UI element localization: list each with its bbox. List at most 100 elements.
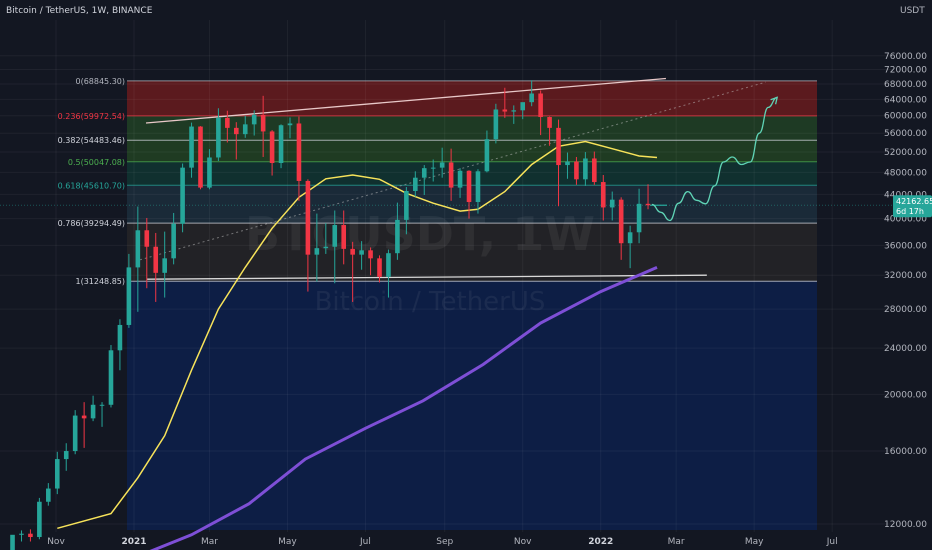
candle-body <box>28 533 33 538</box>
candle-body <box>466 170 472 203</box>
candle-body <box>350 248 355 255</box>
candle-45 <box>413 171 418 197</box>
candle-25 <box>233 122 239 160</box>
candle-body <box>583 158 588 180</box>
time-tick-label-1: 2021 <box>121 537 146 547</box>
fib-label-0.236: 0.236(59972.54) <box>58 112 125 121</box>
candle-body <box>609 199 615 208</box>
candle-21 <box>198 126 203 190</box>
candle-9 <box>90 395 96 422</box>
candle-46 <box>421 165 427 196</box>
candle-body <box>90 404 96 419</box>
candle-19 <box>180 163 185 233</box>
candle-53 <box>484 130 490 173</box>
candle-56 <box>511 105 517 124</box>
candle-11 <box>108 345 114 408</box>
candle-65 <box>592 151 597 185</box>
candle-body <box>278 125 284 164</box>
price-tick-label-7: 48000.00 <box>884 168 927 178</box>
price-tick-label-13: 24000.00 <box>884 344 927 354</box>
candle-23 <box>216 108 221 161</box>
candle-body <box>305 180 311 255</box>
candle-7 <box>72 410 78 455</box>
candle-body <box>108 350 114 405</box>
candle-15 <box>144 217 150 289</box>
candle-body <box>99 404 105 406</box>
price-tag-countdown: 6d 17h <box>896 207 924 216</box>
projection-path <box>651 96 779 222</box>
candle-18 <box>171 212 176 265</box>
candle-54 <box>493 103 499 144</box>
time-tick-label-3: May <box>278 537 297 547</box>
support-trendline <box>146 274 707 280</box>
candle-body <box>475 171 481 203</box>
candle-body <box>198 126 203 188</box>
price-tick-label-4: 60000.00 <box>884 112 927 122</box>
candle-body <box>269 131 275 164</box>
candle-body <box>323 246 329 249</box>
candle-body <box>600 182 606 208</box>
time-axis[interactable]: Nov 2021 Mar May Jul Sep Nov 2022 Mar May Jul <box>47 537 837 547</box>
candles <box>10 80 651 550</box>
candle-58 <box>529 80 534 107</box>
candle-body <box>368 250 373 259</box>
candle-body <box>251 114 257 125</box>
price-tick-label-1: 72000.00 <box>884 66 927 76</box>
time-tick-label-0: Nov <box>47 537 65 547</box>
candle-body <box>216 117 221 158</box>
candle-5 <box>54 451 60 495</box>
candle-body <box>81 415 87 419</box>
candle-0 <box>10 534 15 550</box>
candle-49 <box>448 148 454 201</box>
time-tick-label-2: Mar <box>201 537 218 547</box>
candle-body <box>10 534 15 550</box>
time-tick-label-7: 2022 <box>588 537 613 547</box>
candle-body <box>457 170 463 188</box>
candle-51 <box>466 170 472 219</box>
candle-body <box>538 93 543 118</box>
candle-63 <box>574 156 579 185</box>
fib-label-0.786: 0.786(39294.49) <box>58 219 125 228</box>
candle-42 <box>386 249 391 298</box>
candle-10 <box>99 402 105 427</box>
candle-body <box>592 158 597 183</box>
candle-12 <box>117 319 123 371</box>
candle-body <box>180 167 185 224</box>
fib-label-0.618: 0.618(45610.70) <box>58 181 125 190</box>
time-tick-label-10: Jul <box>826 537 838 547</box>
candle-body <box>341 225 347 249</box>
candle-68 <box>618 197 624 260</box>
fib-zone-6 <box>127 281 817 530</box>
moving-averages <box>57 140 658 550</box>
candle-52 <box>475 169 481 214</box>
resistance-trendline <box>145 77 666 124</box>
price-axis[interactable]: 76000.00 72000.00 68000.00 64000.00 60000.00… <box>884 52 927 530</box>
candle-35 <box>323 223 329 254</box>
candle-27 <box>251 110 257 136</box>
candle-43 <box>395 202 400 260</box>
candle-body <box>520 102 526 111</box>
price-tick-label-10: 36000.00 <box>884 241 927 251</box>
fib-label-0.5: 0.5(50047.08) <box>68 158 125 167</box>
candle-body <box>207 157 212 188</box>
price-tick-label-14: 20000.00 <box>884 390 927 400</box>
candle-body <box>117 324 123 351</box>
fib-zone-0 <box>127 80 817 116</box>
candle-4 <box>46 483 51 506</box>
candle-body <box>377 258 382 277</box>
candle-body <box>171 223 176 259</box>
candle-body <box>135 230 141 268</box>
candle-57 <box>520 102 526 120</box>
candle-44 <box>404 187 409 235</box>
candle-body <box>493 109 499 140</box>
candle-body <box>19 533 24 535</box>
price-tag-price: 42162.65 <box>896 197 932 206</box>
candle-41 <box>377 255 382 283</box>
candle-body <box>63 451 69 460</box>
candle-13 <box>126 253 132 328</box>
long-moving-average <box>149 266 658 550</box>
candle-body <box>72 415 78 452</box>
fib-zone-2 <box>127 140 817 162</box>
price-tick-label-16: 12000.00 <box>884 520 927 530</box>
